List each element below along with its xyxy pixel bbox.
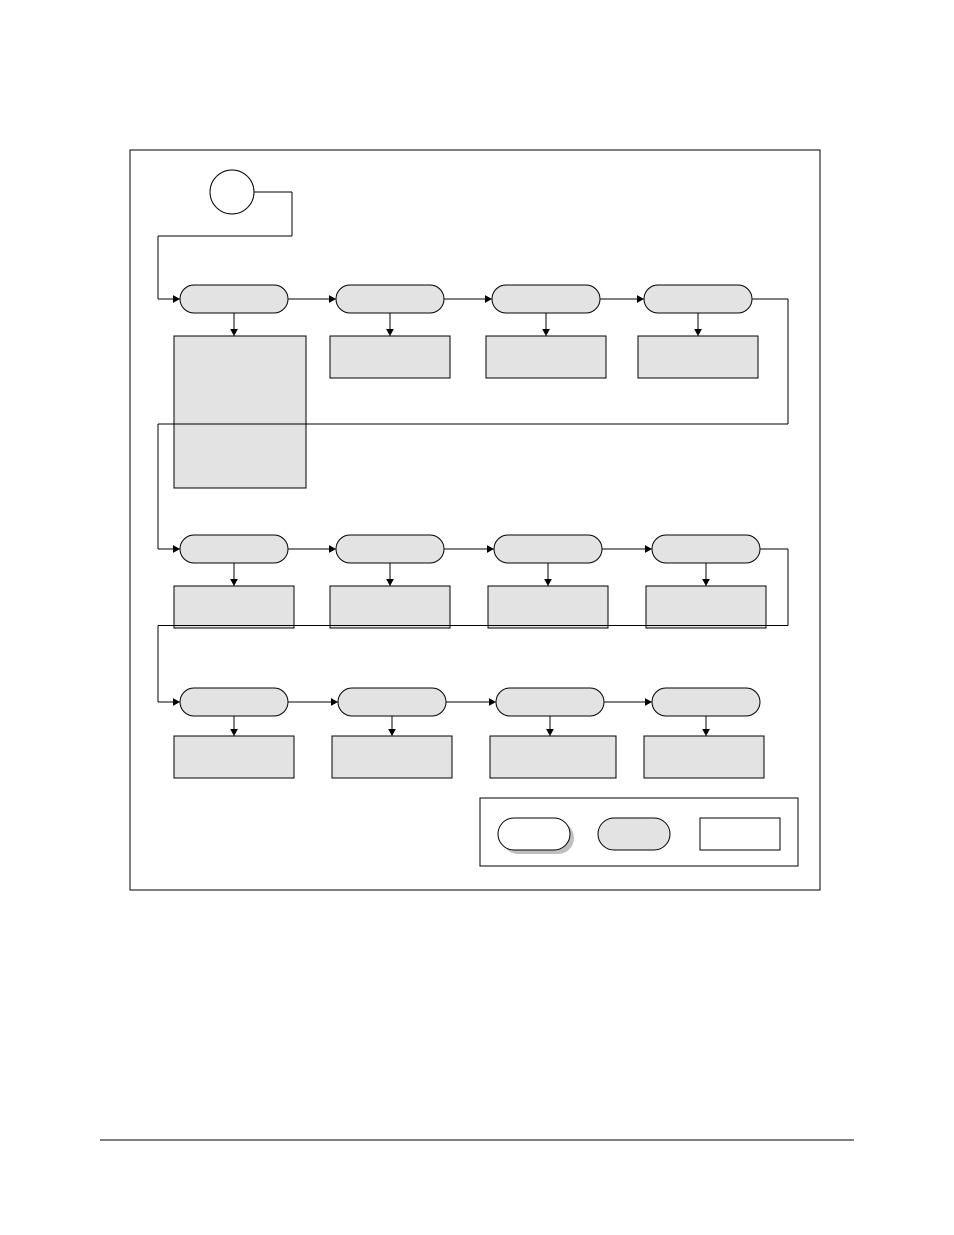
row2-pill2-to-pill3-head <box>645 698 652 706</box>
row2-pill1-to-pill2-head <box>489 698 496 706</box>
row2-pill0-to-pill1-head <box>331 698 338 706</box>
row0-pill3-to-box-head <box>694 329 702 336</box>
row1-pill1-to-pill2-head <box>487 545 494 553</box>
row0-box3 <box>638 336 758 378</box>
wrap0-e-head <box>173 545 180 553</box>
row2-box1 <box>332 736 452 778</box>
row2-pill3-to-box-head <box>702 729 710 736</box>
row2-box2 <box>490 736 616 778</box>
row0-pill0-to-pill1-head <box>329 295 336 303</box>
row0-pill2 <box>492 285 600 313</box>
row1-box1 <box>330 586 450 628</box>
row1-pill0 <box>180 535 288 563</box>
row0-pill3 <box>644 285 752 313</box>
row0-box0 <box>174 336 306 488</box>
row2-box0 <box>174 736 294 778</box>
row1-pill3 <box>652 535 760 563</box>
row2-pill1-to-box-head <box>388 729 396 736</box>
row1-pill2 <box>494 535 602 563</box>
row0-box2 <box>486 336 606 378</box>
row1-pill0-to-box-head <box>230 579 238 586</box>
row1-box0 <box>174 586 294 628</box>
row1-pill3-to-box-head <box>702 579 710 586</box>
start-node <box>210 170 254 214</box>
row2-pill3 <box>652 688 760 716</box>
row0-pill0 <box>180 285 288 313</box>
row1-pill2-to-pill3-head <box>645 545 652 553</box>
row0-pill2-to-box-head <box>542 329 550 336</box>
row0-box1 <box>330 336 450 378</box>
row1-pill1 <box>336 535 444 563</box>
diagram-frame <box>130 150 820 890</box>
flowchart-canvas <box>0 0 954 1235</box>
row1-pill1-to-box-head <box>386 579 394 586</box>
legend-1 <box>598 818 670 850</box>
row2-pill2 <box>496 688 604 716</box>
wrap1-e-head <box>173 698 180 706</box>
row2-pill1 <box>338 688 446 716</box>
row1-pill0-to-pill1-head <box>329 545 336 553</box>
row1-box3 <box>646 586 766 628</box>
row0-pill2-to-pill3-head <box>637 295 644 303</box>
row2-box3 <box>644 736 764 778</box>
row1-pill2-to-box-head <box>544 579 552 586</box>
legend-0 <box>498 818 570 850</box>
start-seg-e-head <box>173 295 180 303</box>
row2-pill0-to-box-head <box>230 729 238 736</box>
row2-pill2-to-box-head <box>546 729 554 736</box>
row1-box2 <box>488 586 608 628</box>
row0-pill0-to-box-head <box>230 329 238 336</box>
row2-pill0 <box>180 688 288 716</box>
row0-pill1-to-pill2-head <box>485 295 492 303</box>
row0-pill1-to-box-head <box>386 329 394 336</box>
row0-pill1 <box>336 285 444 313</box>
legend-2 <box>700 818 780 850</box>
